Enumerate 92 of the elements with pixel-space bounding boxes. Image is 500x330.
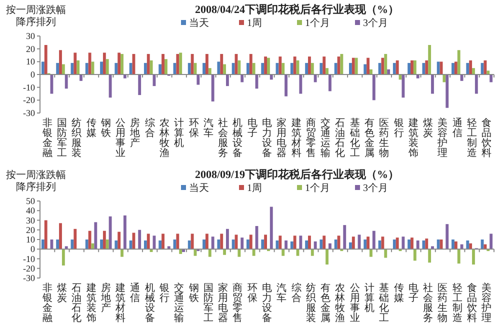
legend-label: 3个月	[363, 182, 388, 194]
x-tick-label: 钢铁	[188, 283, 199, 304]
x-tick-label: 非银金融	[41, 117, 52, 159]
x-tick-label: 钢铁	[100, 118, 111, 139]
text: 按一周涨跌幅	[6, 169, 66, 181]
x-tick-label: 轻工制造	[467, 117, 478, 159]
y-tick-label: -10	[23, 82, 36, 92]
y-tick-label: 0	[30, 70, 36, 80]
text: 按一周涨跌幅	[6, 4, 66, 16]
x-tick-label: 公用事业	[350, 282, 360, 324]
x-tick-label: 汽车	[203, 117, 214, 139]
x-tick-label: 银行	[158, 283, 170, 304]
x-tick-label: 食品饮料	[466, 282, 478, 324]
x-tick-label: 综合	[291, 282, 302, 304]
x-tick-label: 基础化工	[378, 282, 390, 324]
x-tick-label: 家用电器	[218, 282, 228, 324]
chart-title: 2008/04/24下调印花税后各行业表现（%）	[194, 3, 400, 16]
y-tick-label: -10	[23, 254, 36, 264]
x-tick-label: 综合	[144, 117, 155, 139]
x-tick-label: 电力设备	[262, 282, 272, 324]
legend-label: 1个月	[305, 182, 330, 194]
y-tick-label: 40	[26, 206, 36, 216]
y-tick-label: -30	[23, 273, 36, 283]
x-tick-label: 纺织服装	[72, 117, 82, 159]
x-tick-label: 家用电器	[276, 117, 287, 159]
x-tick-label: 传媒	[394, 283, 404, 304]
legend-label: 1个月	[305, 17, 330, 29]
x-tick-label: 石油石化	[335, 118, 346, 159]
x-tick-label: 煤炭	[423, 117, 434, 139]
x-tick-label: 交通运输	[320, 117, 331, 159]
x-tick-label: 商贸零售	[306, 117, 316, 159]
y-tick-label: 10	[26, 56, 36, 67]
x-tick-label: 农林牧渔	[158, 118, 170, 159]
y-tick-label: -30	[23, 108, 36, 118]
x-tick-label: 房地产	[100, 282, 111, 314]
y-tick-label: 20	[26, 224, 36, 235]
x-tick-label: 食品饮料	[480, 117, 492, 159]
x-tick-label: 计算机	[174, 117, 184, 149]
x-tick-label: 基础化工	[348, 117, 360, 159]
x-tick-label: 传媒	[86, 118, 96, 139]
x-tick-label: 国防军工	[56, 118, 67, 159]
x-tick-label: 非银金融	[41, 282, 52, 324]
legend-label: 当天	[189, 182, 209, 194]
x-tick-label: 计算机	[364, 282, 375, 314]
x-tick-label: 汽车	[276, 282, 287, 304]
y-tick-label: 30	[26, 31, 36, 41]
x-tick-label: 美容护理	[480, 282, 492, 324]
x-tick-label: 环保	[188, 118, 199, 139]
legend-label: 3个月	[363, 17, 388, 29]
x-tick-label: 房地产	[129, 117, 140, 149]
x-tick-label: 银行	[392, 118, 404, 139]
y-tick-label: 0	[30, 244, 36, 254]
x-tick-label: 通信	[130, 282, 140, 304]
x-tick-label: 煤炭	[56, 282, 67, 304]
x-tick-label: 环保	[247, 283, 258, 304]
y-tick-label: 20	[26, 44, 36, 54]
x-tick-label: 建筑装饰	[85, 282, 96, 324]
x-tick-label: 轻工制造	[452, 282, 462, 324]
x-tick-label: 机械设备	[232, 117, 243, 159]
chart-title: 2008/09/19下调印花税后各行业表现（%）	[194, 168, 400, 181]
y-tick-label: 10	[26, 234, 36, 244]
legend-label: 1周	[247, 18, 262, 29]
x-tick-label: 社会服务	[218, 117, 228, 159]
x-tick-label: 建筑材料	[114, 282, 126, 324]
x-tick-label: 公用事业	[116, 117, 126, 159]
x-tick-label: 建筑装饰	[407, 117, 418, 159]
x-tick-label: 美容护理	[436, 117, 448, 159]
x-tick-label: 医药生物	[379, 118, 390, 159]
x-tick-label: 农林牧渔	[334, 283, 346, 324]
y-tick-label: 30	[26, 215, 36, 226]
x-tick-label: 电子	[408, 282, 418, 304]
y-tick-label: -20	[23, 263, 36, 274]
x-tick-label: 有色金属	[320, 282, 331, 324]
y-tick-label: -20	[23, 95, 36, 106]
x-tick-label: 医药生物	[438, 283, 448, 324]
x-tick-label: 通信	[452, 117, 462, 139]
x-tick-label: 机械设备	[144, 282, 155, 324]
x-tick-label: 电力设备	[262, 117, 272, 159]
x-tick-label: 商贸零售	[232, 282, 243, 324]
x-tick-label: 社会服务	[423, 282, 434, 324]
x-tick-label: 交通运输	[174, 282, 184, 324]
legend-label: 1周	[247, 183, 262, 194]
legend-label: 当天	[189, 17, 209, 29]
x-tick-label: 国防军工	[203, 283, 214, 324]
y-tick-label: 50	[26, 196, 36, 206]
x-tick-label: 纺织服装	[306, 282, 316, 324]
x-tick-label: 建筑材料	[290, 117, 302, 159]
x-tick-label: 石油石化	[72, 283, 82, 324]
x-tick-label: 有色金属	[364, 117, 375, 159]
text: 降序排列	[16, 16, 56, 28]
x-tick-label: 电子	[247, 117, 258, 139]
text: 降序排列	[16, 181, 56, 193]
